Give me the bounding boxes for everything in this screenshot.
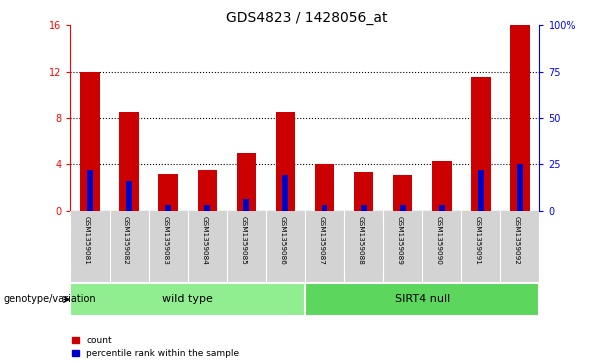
Text: GSM1359090: GSM1359090 [436, 216, 442, 265]
Bar [322, 205, 327, 211]
Bar [70, 283, 305, 316]
Bar [471, 77, 490, 211]
Text: GSM1359083: GSM1359083 [162, 216, 168, 265]
Bar [120, 112, 139, 211]
Bar [517, 164, 523, 211]
Bar [360, 205, 367, 211]
Text: GSM1359091: GSM1359091 [475, 216, 481, 265]
Bar [87, 170, 93, 211]
Text: GSM1359082: GSM1359082 [123, 216, 129, 265]
Text: GSM1359084: GSM1359084 [201, 216, 207, 265]
Bar [400, 205, 406, 211]
Bar [478, 170, 484, 211]
Bar [314, 164, 334, 211]
Text: GSM1359085: GSM1359085 [240, 216, 246, 265]
Bar [197, 170, 217, 211]
Legend: count, percentile rank within the sample: count, percentile rank within the sample [72, 336, 240, 359]
Bar [283, 175, 288, 211]
Text: GDS4823 / 1428056_at: GDS4823 / 1428056_at [226, 11, 387, 25]
Bar [354, 172, 373, 211]
Bar [510, 25, 530, 211]
Bar [439, 205, 444, 211]
Bar [432, 161, 452, 211]
Text: genotype/variation: genotype/variation [3, 294, 96, 305]
Text: wild type: wild type [162, 294, 213, 305]
Bar [126, 181, 132, 211]
Text: GSM1359092: GSM1359092 [514, 216, 520, 265]
Text: GSM1359089: GSM1359089 [397, 216, 403, 265]
Bar [276, 112, 295, 211]
Text: GSM1359081: GSM1359081 [84, 216, 90, 265]
Bar [204, 205, 210, 211]
Text: SIRT4 null: SIRT4 null [395, 294, 450, 305]
Bar [166, 205, 171, 211]
Bar [305, 283, 539, 316]
Bar [393, 175, 413, 211]
Bar [80, 72, 100, 211]
Bar [243, 199, 249, 211]
Text: GSM1359087: GSM1359087 [319, 216, 324, 265]
Text: GSM1359088: GSM1359088 [357, 216, 364, 265]
Bar [158, 174, 178, 211]
Text: GSM1359086: GSM1359086 [280, 216, 286, 265]
Bar [237, 153, 256, 211]
